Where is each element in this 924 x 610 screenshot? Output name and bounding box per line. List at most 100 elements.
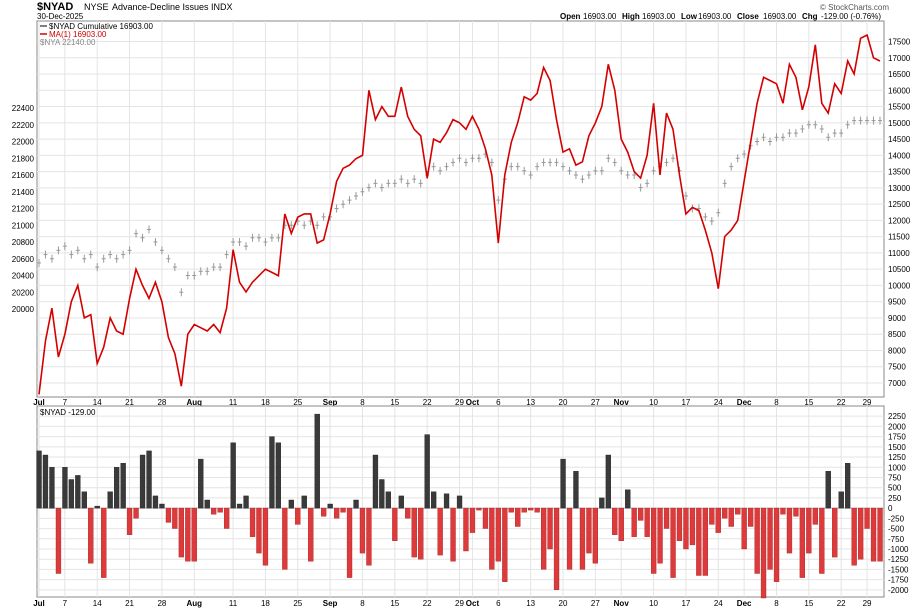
advance-bar	[236, 503, 243, 509]
advance-bar	[573, 471, 579, 509]
advance-bar	[107, 491, 113, 509]
advance-bar	[243, 495, 249, 509]
decline-bar	[405, 507, 411, 519]
lower-x-tick-label: 20	[559, 599, 568, 608]
upper-left-axis: 20000 20200 20400 20600 20800 21000 21200 21400…	[12, 104, 35, 314]
upper-right-tick-label: 14500	[888, 135, 911, 144]
lower-right-tick-label: 500	[888, 484, 902, 493]
upper-x-tick-label: Oct	[466, 398, 480, 407]
decline-bar	[392, 507, 398, 542]
lower-right-axis: -2000-1750 -1500-1250-1000-750-500 -250025…	[888, 412, 909, 595]
nya-point	[683, 191, 688, 200]
decline-bar	[126, 507, 133, 535]
nya-point	[470, 154, 475, 163]
advance-bar	[838, 491, 844, 509]
nya-point	[865, 116, 870, 125]
advance-bar	[49, 467, 55, 509]
lower-x-axis: Jul 7 14 21 28 Aug 11 18 25 Sep 8 15 22 29 Oct 6 13 20 27 N…	[33, 599, 872, 608]
nyad-cumulative-line	[38, 33, 881, 395]
nya-point	[43, 250, 48, 259]
nya-point	[179, 288, 184, 297]
upper-x-tick-label: 11	[229, 398, 238, 407]
nya-point	[709, 217, 714, 226]
nya-point	[729, 162, 734, 171]
upper-right-tick-label: 12500	[888, 200, 911, 209]
decline-bar	[767, 507, 773, 570]
nya-point	[515, 162, 520, 171]
nya-point	[159, 246, 164, 255]
decline-bar	[133, 507, 139, 519]
nya-point	[198, 267, 203, 276]
decline-bar	[262, 507, 269, 566]
decline-bar	[715, 507, 721, 533]
nya-point	[62, 242, 67, 251]
lower-right-tick-label: 2250	[888, 412, 906, 421]
decline-bar	[741, 507, 747, 550]
upper-right-axis: 7000 7500 8000 8500 9000 9500 10000 10500 11000 1…	[888, 38, 911, 388]
nya-point	[573, 171, 578, 179]
nya-point	[735, 154, 740, 163]
nya-point	[832, 129, 837, 138]
upper-x-tick-label: 29	[863, 398, 872, 407]
chg-label: Chg	[802, 12, 818, 21]
advance-bar	[159, 503, 165, 509]
nya-point	[438, 166, 443, 175]
decline-bar	[651, 507, 657, 574]
nya-point	[548, 158, 553, 167]
lower-right-tick-label: -1250	[888, 555, 909, 564]
decline-bar	[851, 507, 857, 566]
upper-x-tick-label: Jul	[33, 398, 45, 407]
nya-point	[88, 250, 93, 259]
decline-bar	[631, 507, 637, 537]
decline-bar	[482, 507, 489, 529]
upper-x-tick-label: Dec	[737, 398, 752, 407]
lower-x-tick-label: 8	[774, 599, 779, 608]
advance-bar	[560, 458, 566, 509]
decline-bar	[450, 507, 456, 562]
nya-point	[489, 158, 494, 167]
nya-point	[82, 254, 87, 263]
advance-bar	[230, 442, 236, 509]
advance-bar	[845, 463, 851, 509]
decline-bar	[612, 507, 618, 535]
advance-bar	[605, 454, 612, 509]
nya-point	[69, 250, 74, 259]
ohlc-readout: Open 16903.00 High 16903.00 Low 16903.00…	[560, 12, 881, 21]
decline-bar	[185, 507, 191, 562]
decline-bar	[165, 507, 172, 523]
upper-left-tick-label: 20600	[12, 255, 35, 264]
nya-point	[580, 175, 585, 184]
decline-bar	[172, 507, 178, 529]
lower-right-tick-label: 2000	[888, 422, 906, 431]
nya-point	[347, 196, 352, 205]
nya-point	[451, 158, 456, 167]
decline-bar	[308, 507, 314, 562]
upper-x-tick-label: 22	[837, 398, 846, 407]
nya-point	[787, 129, 792, 138]
close-value: 16903.00	[763, 12, 797, 21]
nya-point	[852, 116, 857, 125]
decline-bar	[528, 507, 534, 511]
upper-right-tick-label: 14000	[888, 151, 911, 160]
upper-x-tick-label: Aug	[186, 398, 202, 407]
nya-point	[612, 158, 617, 167]
decline-bar	[321, 507, 327, 517]
advance-bar	[146, 450, 152, 509]
nya-point	[302, 221, 307, 230]
lower-legend-label: $NYAD -129.00	[40, 408, 96, 417]
decline-bar	[728, 507, 734, 527]
decline-bar	[748, 507, 754, 527]
lower-x-tick-label: 21	[125, 599, 134, 608]
nya-point	[341, 200, 346, 209]
decline-bar	[793, 507, 799, 517]
upper-x-tick-label: 8	[774, 398, 779, 407]
lower-right-tick-label: -750	[888, 535, 905, 544]
upper-x-tick-label: 18	[261, 398, 270, 407]
advance-bar	[385, 491, 391, 509]
nya-point	[334, 204, 339, 213]
upper-panel: 7000 7500 8000 8500 9000 9500 10000 10500 11000 1…	[12, 20, 911, 407]
decline-bar	[508, 507, 514, 513]
decline-bar	[586, 507, 592, 554]
decline-bar	[832, 507, 838, 558]
decline-bar	[340, 507, 346, 513]
